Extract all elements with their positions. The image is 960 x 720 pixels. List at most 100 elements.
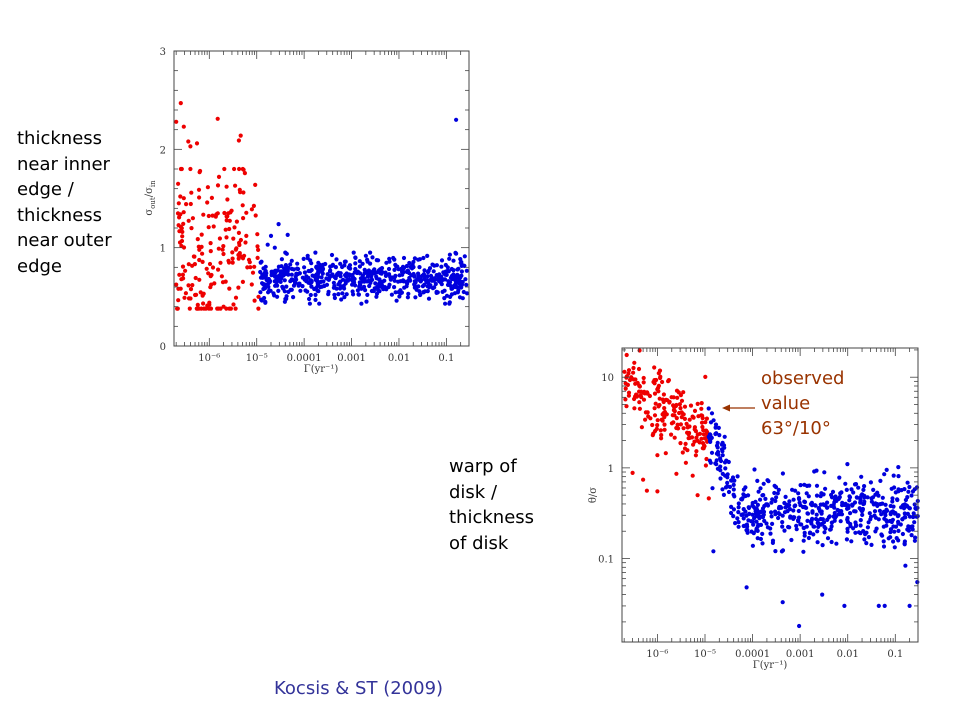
data-point-blue [387,282,392,287]
data-point-blue [258,290,263,295]
data-point-red [245,265,250,270]
data-point-blue [810,510,815,515]
data-point-blue [275,276,281,281]
data-point-blue [459,269,464,274]
data-point-red [179,226,184,231]
data-point-blue [324,282,330,287]
data-point-blue [862,484,867,489]
data-point-red [687,417,692,422]
data-point-blue [418,277,423,282]
data-point-blue [715,440,720,445]
data-point-blue [351,276,356,281]
data-point-blue [708,438,713,443]
data-point-blue [900,503,906,508]
annotation-line: 63°/10° [761,418,831,439]
data-point-red [180,234,185,239]
data-point-red [642,391,647,396]
data-point-blue [853,509,858,514]
observed-value-annotation: observed value 63°/10° [761,366,844,441]
data-point-blue [842,603,847,609]
data-point-blue [769,510,774,515]
data-point-blue [815,529,820,534]
data-point-blue [746,493,751,498]
data-point-blue [859,493,864,498]
data-point-blue [770,521,775,527]
plot2-points [622,348,920,629]
data-point-blue [878,502,883,507]
data-point-red [215,183,221,188]
data-point-blue [271,291,276,296]
data-point-red [177,272,182,277]
data-point-blue [302,265,307,270]
data-point-blue [905,495,910,500]
data-point-red [201,212,206,217]
data-point-red [189,190,194,195]
data-point-blue [780,524,785,529]
data-point-red [657,402,662,408]
data-point-red [637,384,643,389]
data-point-blue [379,279,384,285]
data-point-blue [821,520,827,525]
data-point-red [681,426,686,431]
plot1-points [174,101,470,311]
data-point-red [186,218,191,223]
data-point-blue [765,503,771,508]
right-description-line: warp of [449,456,517,477]
data-point-red [206,271,211,276]
data-point-red [652,365,657,370]
data-point-blue [837,475,842,480]
data-point-blue [843,481,848,486]
data-point-blue [456,288,461,293]
data-point-blue [907,484,912,490]
data-point-blue [855,495,860,500]
data-point-blue [714,431,719,436]
data-point-red [210,213,215,218]
data-point-blue [814,483,820,488]
data-point-blue [434,273,439,278]
data-point-red [644,488,650,493]
data-point-blue [739,512,744,518]
data-point-red [252,298,257,303]
data-point-blue [434,263,439,268]
data-point-blue [715,445,720,450]
data-point-red [233,183,238,188]
data-point-blue [770,497,775,502]
data-point-blue [769,514,774,519]
left-plot-description: thickness near inner edge / thickness ne… [17,126,112,279]
data-point-red [179,243,184,249]
data-point-blue [451,268,456,273]
data-point-red [248,265,253,270]
data-point-blue [316,282,321,287]
data-point-blue [301,256,306,261]
data-point-blue [289,272,294,277]
data-point-blue [328,268,333,273]
data-point-blue [383,273,388,278]
data-point-blue [762,518,767,524]
data-point-red [658,375,663,381]
data-point-blue [736,505,741,510]
data-point-blue [758,536,764,542]
data-point-red [195,237,200,242]
x-tick-label: 0.1 [887,649,903,660]
data-point-blue [756,522,761,528]
right-description-line: disk / [449,481,498,503]
data-point-blue [820,543,825,548]
data-point-red [255,232,260,237]
data-point-red [247,260,252,265]
data-point-blue [744,528,749,533]
data-point-red [662,427,667,432]
data-point-blue [856,485,861,490]
data-point-blue [394,298,399,303]
data-point-blue [259,259,264,264]
data-point-red [221,251,226,257]
data-point-blue [903,563,908,568]
data-point-red [696,414,701,419]
data-point-blue [815,520,820,526]
data-point-blue [351,250,356,255]
data-point-blue [336,292,341,297]
data-point-blue [453,275,459,280]
data-point-red [704,416,710,421]
data-point-blue [761,512,766,517]
data-point-blue [773,509,778,514]
data-point-blue [836,512,841,517]
